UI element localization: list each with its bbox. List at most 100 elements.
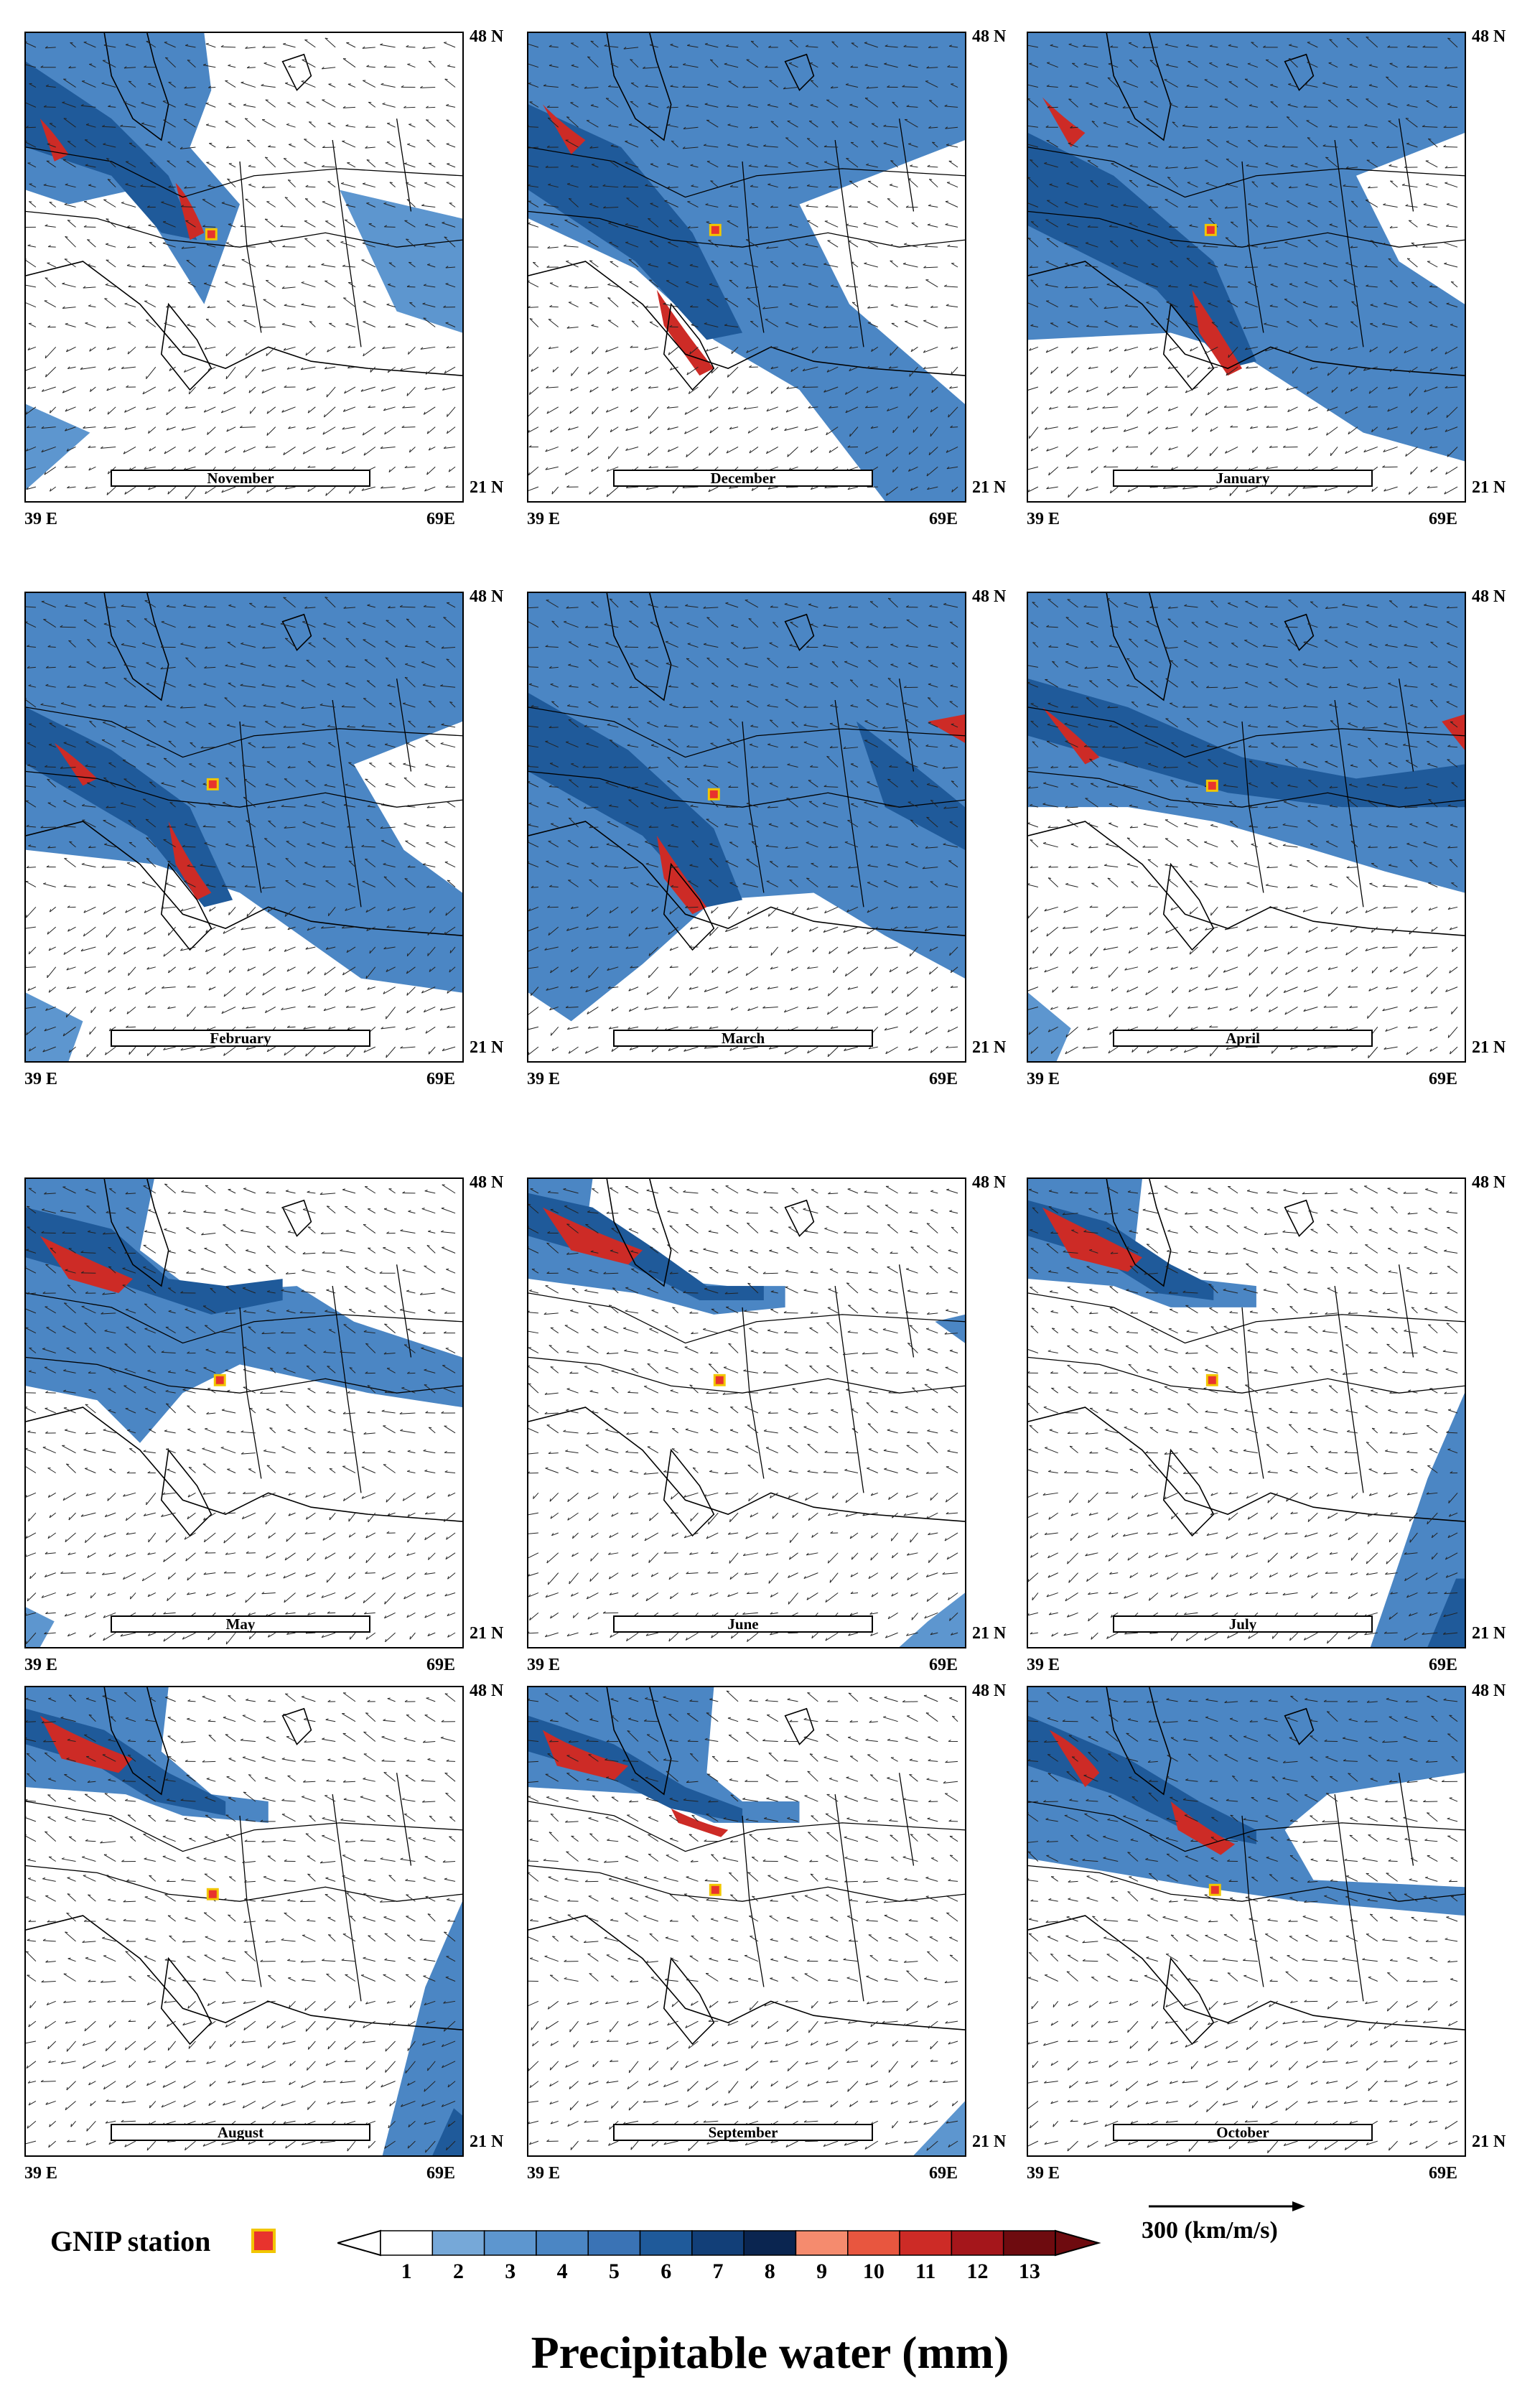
gnip-station-marker [206,778,219,790]
gnip-station-marker [206,1888,219,1900]
colorbar-segment [587,2230,641,2256]
month-label: April [1113,1030,1373,1047]
lat-top-label: 48 N [972,27,1007,46]
colorbar-tick-label: 4 [556,2259,568,2283]
precipitable-water-map [24,592,464,1063]
lon-left-label: 39 E [24,1070,58,1088]
vector-reference-label: 300 (km/m/s) [1142,2217,1278,2244]
lat-top-label: 48 N [470,27,504,46]
lon-right-label: 69E [1429,1656,1458,1674]
lat-top-label: 48 N [470,587,504,606]
lat-bottom-label: 21 N [470,1624,504,1643]
precipitable-water-map [527,592,966,1063]
lon-right-label: 69E [929,1070,958,1088]
colorbar-segment [536,2230,589,2256]
lat-bottom-label: 21 N [972,1624,1007,1643]
month-label: July [1113,1615,1373,1633]
colorbar-segment [431,2230,485,2256]
lon-left-label: 39 E [527,510,561,528]
map-canvas [528,1687,965,2155]
lat-top-label: 48 N [470,1682,504,1700]
colorbar-segment [380,2230,434,2256]
map-panel: December 48 N 21 N 39 E 69E [527,27,1006,528]
gnip-station-marker [709,223,722,236]
colorbar-segment [795,2230,849,2256]
month-label: September [613,2124,873,2141]
colorbar-tick-label: 10 [862,2259,885,2283]
gnip-station-marker [709,1883,722,1896]
map-panel: May 48 N 21 N 39 E 69E [24,1173,503,1674]
month-label: November [111,470,370,487]
lon-right-label: 69E [426,2164,456,2183]
colorbar-segment [639,2230,693,2256]
map-canvas [26,1687,462,2155]
lon-left-label: 39 E [1027,2164,1060,2183]
vector-reference-arrow-icon [1149,2201,1305,2211]
colorbar-segment [1002,2230,1056,2256]
lon-right-label: 69E [929,510,958,528]
precipitable-water-map [527,1177,966,1648]
lat-bottom-label: 21 N [972,2132,1007,2151]
map-canvas [26,33,462,501]
lat-top-label: 48 N [972,1682,1007,1700]
map-panel: November 48 N 21 N 39 E 69E [24,27,503,528]
gnip-station-marker [1204,223,1217,236]
map-canvas [528,593,965,1061]
precipitable-water-map [527,1686,966,2157]
month-label: August [111,2124,370,2141]
colorbar-max-triangle [1055,2229,1101,2257]
lon-left-label: 39 E [527,1656,561,1674]
lat-bottom-label: 21 N [1472,1624,1506,1643]
map-canvas [528,33,965,501]
map-canvas [1028,1687,1465,2155]
map-canvas [1028,593,1465,1061]
colorbar-segment [483,2230,537,2256]
month-label: May [111,1615,370,1633]
lon-left-label: 39 E [1027,1656,1060,1674]
map-panel: September 48 N 21 N 39 E 69E [527,1682,1006,2183]
colorbar-tick-label: 1 [401,2259,412,2283]
lon-right-label: 69E [426,1070,456,1088]
lat-top-label: 48 N [1472,587,1506,606]
lat-top-label: 48 N [470,1173,504,1192]
colorbar-tick-label: 3 [505,2259,516,2283]
map-panel: August 48 N 21 N 39 E 69E [24,1682,503,2183]
month-label: January [1113,470,1373,487]
colorbar-tick-label: 13 [1018,2259,1040,2283]
lon-left-label: 39 E [527,2164,561,2183]
map-panel: April 48 N 21 N 39 E 69E [1027,587,1506,1088]
gnip-station-marker [1205,1373,1218,1386]
map-canvas [1028,1179,1465,1647]
map-canvas [26,1179,462,1647]
precipitable-water-map [1027,592,1466,1063]
gnip-station-marker [713,1373,726,1386]
colorbar-tick-label: 7 [712,2259,724,2283]
lat-top-label: 48 N [1472,27,1506,46]
colorbar-tick-label: 6 [661,2259,672,2283]
gnip-station-marker [707,788,720,801]
lat-top-label: 48 N [1472,1682,1506,1700]
gnip-station-marker [213,1373,226,1386]
precipitable-water-map [1027,1686,1466,2157]
colorbar-segment [743,2230,797,2256]
lat-top-label: 48 N [972,1173,1007,1192]
colorbar-min-triangle [337,2229,381,2257]
precipitable-water-map [24,1177,464,1648]
lat-bottom-label: 21 N [1472,478,1506,497]
map-canvas [528,1179,965,1647]
lat-bottom-label: 21 N [470,1038,504,1057]
map-panel: July 48 N 21 N 39 E 69E [1027,1173,1506,1674]
lon-left-label: 39 E [1027,510,1060,528]
lat-bottom-label: 21 N [972,478,1007,497]
lon-left-label: 39 E [24,2164,58,2183]
precipitable-water-map [1027,1177,1466,1648]
colorbar-tick-label: 12 [966,2259,989,2283]
colorbar-tick-label: 11 [915,2259,936,2283]
colorbar-tick-label: 8 [764,2259,775,2283]
lon-left-label: 39 E [24,510,58,528]
gnip-station-marker [205,228,218,241]
gnip-station-marker-icon [251,2229,276,2253]
month-label: February [111,1030,370,1047]
map-panel: March 48 N 21 N 39 E 69E [527,587,1006,1088]
lon-right-label: 69E [426,1656,456,1674]
